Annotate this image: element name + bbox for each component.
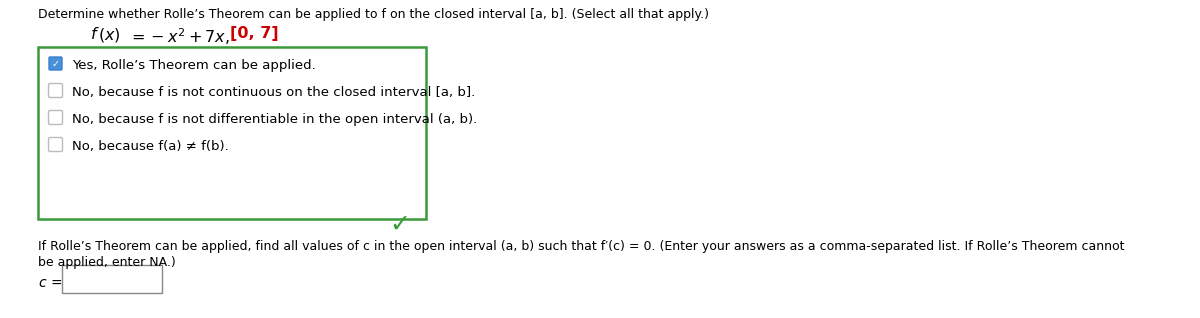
- Text: $= -x^2 + 7x,$: $= -x^2 + 7x,$: [128, 26, 230, 47]
- Text: $f$: $f$: [90, 26, 100, 42]
- Text: [0, 7]: [0, 7]: [230, 26, 278, 41]
- Text: be applied, enter NA.): be applied, enter NA.): [38, 256, 175, 269]
- Text: $c$ =: $c$ =: [38, 276, 62, 290]
- FancyBboxPatch shape: [48, 84, 62, 98]
- Text: Determine whether Rolle’s Theorem can be applied to f on the closed interval [a,: Determine whether Rolle’s Theorem can be…: [38, 8, 709, 21]
- Text: No, because f is not differentiable in the open interval (a, b).: No, because f is not differentiable in t…: [72, 113, 478, 126]
- FancyBboxPatch shape: [49, 57, 62, 70]
- Text: No, because f is not continuous on the closed interval [a, b].: No, because f is not continuous on the c…: [72, 86, 475, 99]
- Text: $(x)$: $(x)$: [98, 26, 121, 44]
- Text: If Rolle’s Theorem can be applied, find all values of c in the open interval (a,: If Rolle’s Theorem can be applied, find …: [38, 240, 1124, 253]
- FancyBboxPatch shape: [62, 265, 162, 293]
- Text: No, because f(a) ≠ f(b).: No, because f(a) ≠ f(b).: [72, 140, 229, 153]
- Text: Yes, Rolle’s Theorem can be applied.: Yes, Rolle’s Theorem can be applied.: [72, 59, 316, 72]
- FancyBboxPatch shape: [48, 110, 62, 125]
- Text: ✓: ✓: [52, 59, 60, 68]
- FancyBboxPatch shape: [38, 47, 426, 219]
- FancyBboxPatch shape: [48, 137, 62, 151]
- Text: ✓: ✓: [389, 213, 410, 237]
